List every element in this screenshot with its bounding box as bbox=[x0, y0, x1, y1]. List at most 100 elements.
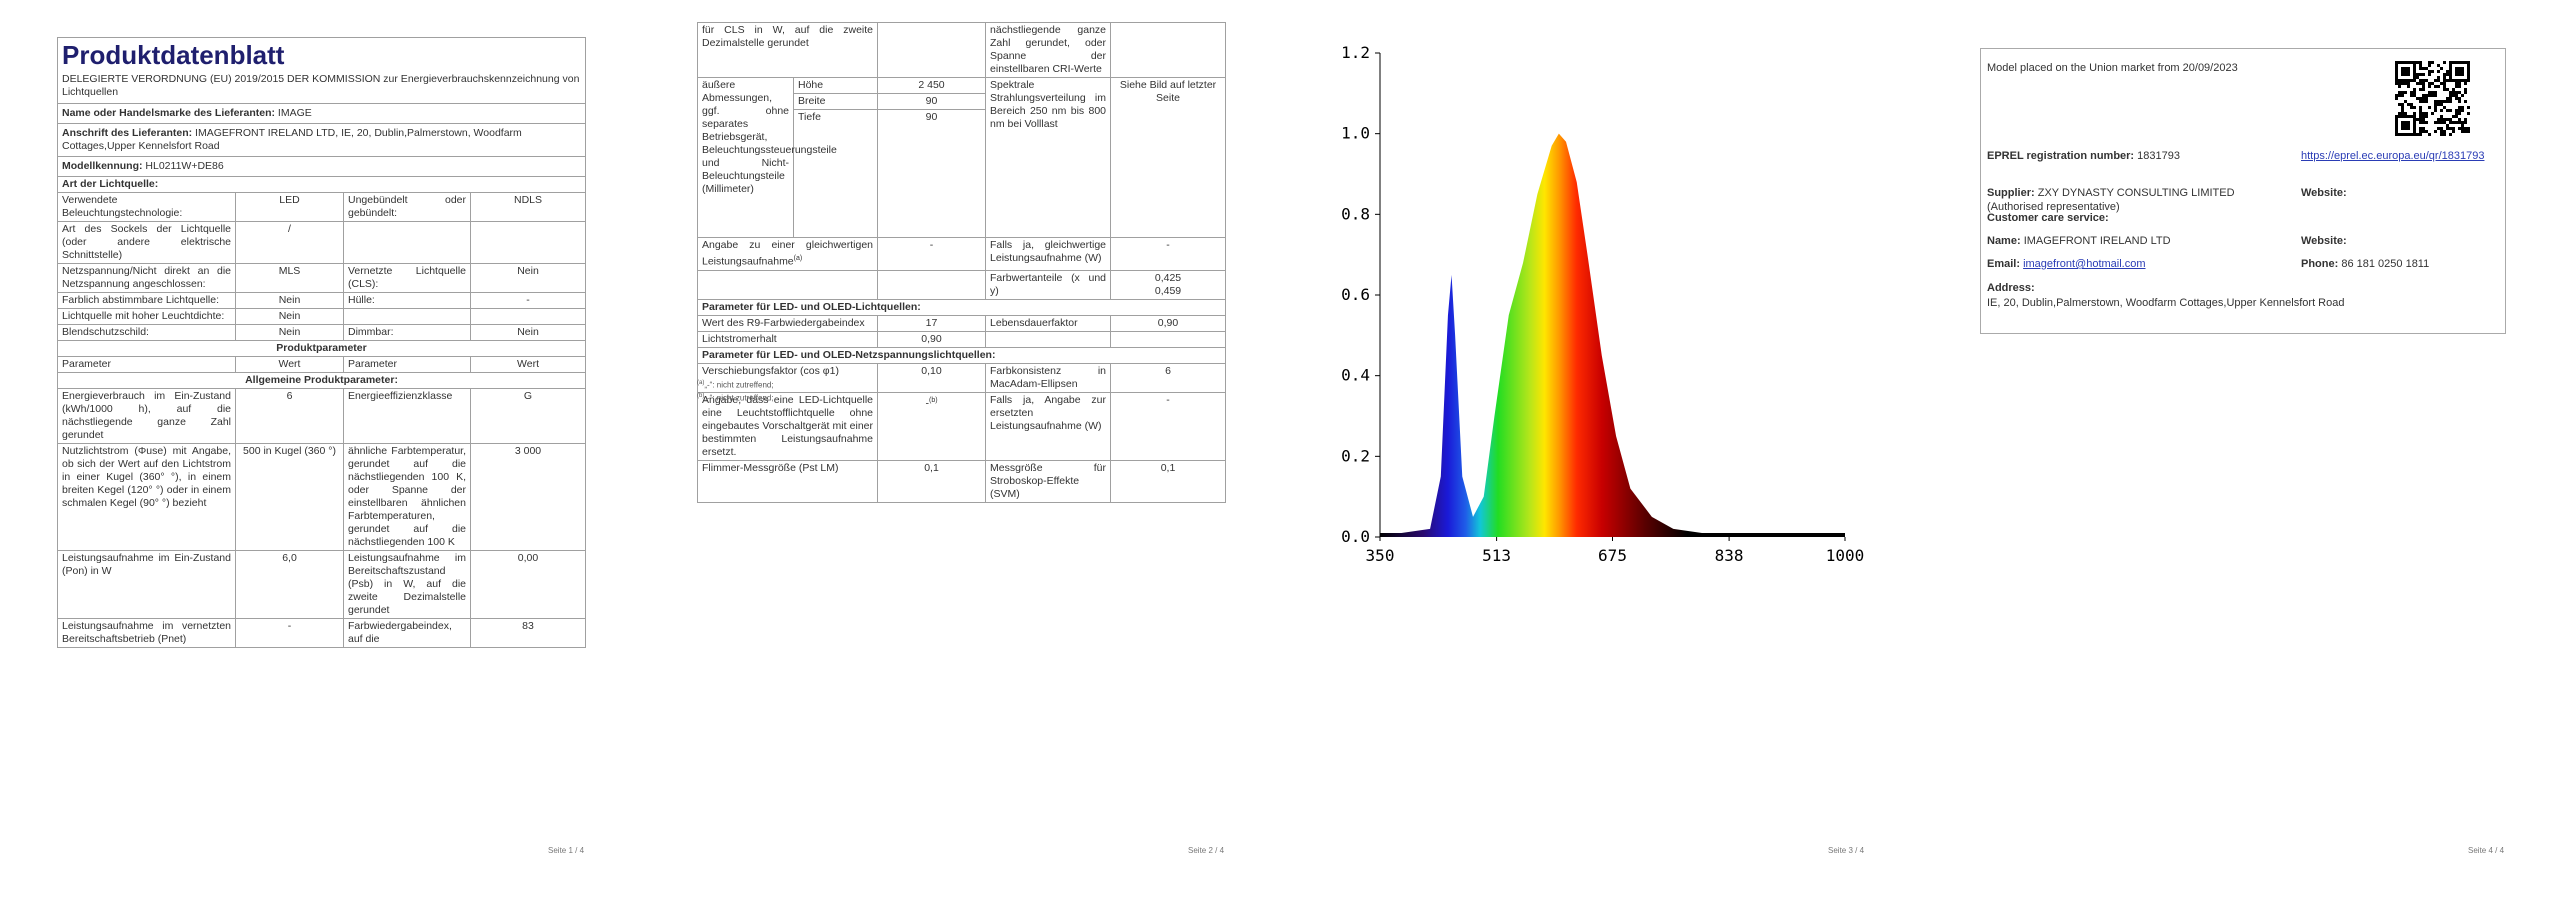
page: 0.0 0.2 0.4 0.6 0.8 1.0 1.2 350 513 675 838 1000 Se… bbox=[1280, 0, 1920, 905]
text: Wert des R9-Farbwiedergabeindex bbox=[702, 316, 865, 329]
cell: Messgröße für Stroboskop-Effekte (SVM) bbox=[985, 459, 1112, 503]
text: 0,1 bbox=[924, 461, 939, 474]
text: Lichtquelle mit hoher Leuchtdichte: bbox=[62, 310, 225, 322]
row: Anschrift des Lieferanten: IMAGEFRONT IR… bbox=[57, 123, 586, 157]
y-tick-label: 1.2 bbox=[1341, 43, 1370, 62]
cell: Parameter für LED- und OLED-Lichtquellen… bbox=[697, 298, 1226, 316]
text: 6,0 bbox=[282, 552, 297, 564]
x-tick-label: 350 bbox=[1366, 546, 1395, 565]
row: Leistungsaufnahme im Ein-Zustand (Pon) i… bbox=[57, 550, 586, 619]
page: Produktdatenblatt DELEGIERTE VERORDNUNG (… bbox=[0, 0, 640, 905]
cell: 0,1 bbox=[1110, 459, 1226, 503]
supplier: Supplier: ZXY DYNASTY CONSULTING LIMITED… bbox=[1987, 186, 2287, 214]
y-tick-label: 0.2 bbox=[1341, 446, 1370, 465]
cell: Energieeffizienzklasse bbox=[343, 388, 471, 444]
cell: - bbox=[235, 618, 344, 648]
row: Blendschutzschild: Nein Dimmbar: Nein bbox=[57, 324, 586, 341]
text: LED bbox=[279, 194, 300, 206]
text: Angabe, dass eine LED-Lichtquelle eine L… bbox=[702, 393, 874, 458]
cell: 90 bbox=[877, 109, 987, 238]
cell bbox=[1110, 22, 1226, 78]
text: Angabe zu einer gleichwertigen Leistungs… bbox=[702, 239, 874, 268]
text: Nutzlichtstrom (Φuse) mit Angabe, ob sic… bbox=[62, 445, 231, 509]
cell bbox=[877, 269, 987, 300]
row: Art der Lichtquelle: bbox=[57, 176, 586, 193]
cell: Nutzlichtstrom (Φuse) mit Angabe, ob sic… bbox=[57, 443, 236, 551]
text: - bbox=[1166, 239, 1170, 251]
value: IMAGE bbox=[277, 107, 312, 119]
text: Ungebündelt oder gebündelt: bbox=[348, 194, 466, 219]
cell: Allgemeine Produktparameter: bbox=[57, 372, 586, 389]
cell: Anschrift des Lieferanten: IMAGEFRONT IR… bbox=[57, 123, 586, 157]
heading: Art der Lichtquelle: bbox=[62, 178, 159, 190]
cell: MLS bbox=[235, 263, 344, 293]
qr-code bbox=[2395, 61, 2470, 136]
cell: Verwendete Beleuchtungstechnologie: bbox=[57, 192, 236, 222]
name: Name: IMAGEFRONT IRELAND LTD bbox=[1987, 234, 2287, 248]
cell: Nein bbox=[469, 324, 586, 341]
email-link[interactable]: imagefront@hotmail.com bbox=[2023, 258, 2146, 270]
eprel-link[interactable]: https://eprel.ec.europa.eu/qr/1831793 bbox=[2301, 150, 2485, 162]
text: 0,1 bbox=[1160, 461, 1176, 474]
cell: Tiefe bbox=[792, 109, 879, 238]
text: Falls ja, gleichwertige Leistungsaufnahm… bbox=[990, 239, 1107, 264]
page-footer: Seite 4 / 4 bbox=[2468, 846, 2505, 855]
website-label: Website: bbox=[2301, 187, 2347, 199]
text: Leistungsaufnahme im Bereitschaftszustan… bbox=[348, 552, 466, 616]
address-label: Address: bbox=[1987, 282, 2035, 294]
row: Angabe zu einer gleichwertigen Leistungs… bbox=[697, 237, 1226, 271]
page: für CLS in W, auf die zweite Dezimalstel… bbox=[640, 0, 1280, 905]
y-tick-label: 0.6 bbox=[1341, 285, 1370, 304]
placed-text: Model placed on the Union market from 20… bbox=[1987, 62, 2238, 74]
page-footer: Seite 1 / 4 bbox=[548, 846, 585, 855]
cell: Wert des R9-Farbwiedergabeindex bbox=[697, 314, 879, 332]
cell: Siehe Bild auf letzter Seite bbox=[1110, 77, 1226, 238]
value: IMAGEFRONT IRELAND LTD bbox=[2023, 235, 2171, 247]
text: Hülle: bbox=[348, 294, 375, 306]
text: nächstliegende ganze Zahl gerundet, oder… bbox=[990, 24, 1107, 75]
text: 0,10 bbox=[921, 364, 942, 377]
cell: 0,90 bbox=[1110, 314, 1226, 332]
cell: Produktdatenblatt DELEGIERTE VERORDNUNG (… bbox=[57, 37, 586, 104]
cell: Lichtquelle mit hoher Leuchtdichte: bbox=[57, 308, 236, 325]
page: Model placed on the Union market from 20… bbox=[1920, 0, 2560, 905]
x-tick-label: 675 bbox=[1598, 546, 1627, 565]
text: Nein bbox=[278, 326, 301, 338]
row: Leistungsaufnahme im vernetzten Bereitsc… bbox=[57, 618, 586, 648]
cell bbox=[1110, 330, 1226, 348]
cell: - bbox=[469, 292, 586, 309]
cell: Falls ja, gleichwertige Leistungsaufnahm… bbox=[985, 237, 1112, 271]
cell: Wert bbox=[469, 356, 586, 373]
cell: Netzspannung/Nicht direkt an die Netzspa… bbox=[57, 263, 236, 293]
row: Modellkennung: HL0211W+DE86 bbox=[57, 156, 586, 177]
row: Nutzlichtstrom (Φuse) mit Angabe, ob sic… bbox=[57, 443, 586, 551]
cell: Leistungsaufnahme im Ein-Zustand (Pon) i… bbox=[57, 550, 236, 619]
value: HL0211W+DE86 bbox=[145, 160, 224, 172]
row: Angabe, dass eine LED-Lichtquelle eine L… bbox=[697, 391, 1226, 461]
cell: 17 bbox=[877, 314, 987, 332]
cell: Farbkonsistenz in MacAdam-Ellipsen bbox=[985, 362, 1112, 393]
cell: NDLS bbox=[469, 192, 586, 222]
value: ZXY DYNASTY CONSULTING LIMITED (Authoris… bbox=[1987, 187, 2235, 213]
text: Farbwertanteile (x und y) bbox=[990, 271, 1107, 297]
label: Anschrift des Lieferanten: bbox=[62, 127, 193, 139]
cell bbox=[877, 22, 987, 78]
cell: 500 in Kugel (360 °) bbox=[235, 443, 344, 551]
cell: Parameter für LED- und OLED-Netzspannung… bbox=[697, 346, 1226, 364]
sheet: für CLS in W, auf die zweite Dezimalstel… bbox=[697, 22, 1226, 622]
care-label: Customer care service: bbox=[1987, 212, 2109, 224]
cell: Produktparameter bbox=[57, 340, 586, 357]
text: Nein bbox=[517, 265, 539, 277]
cell: 2 450 bbox=[877, 77, 987, 94]
page-footer: Seite 3 / 4 bbox=[1828, 846, 1865, 855]
row: Parameter für LED- und OLED-Netzspannung… bbox=[697, 346, 1226, 364]
text: NDLS bbox=[514, 194, 543, 206]
cell: 6 bbox=[235, 388, 344, 444]
label: Phone: bbox=[2301, 258, 2339, 270]
x-tick-label: 1000 bbox=[1826, 546, 1865, 565]
cell: für CLS in W, auf die zweite Dezimalstel… bbox=[697, 22, 879, 78]
row: Wert des R9-Farbwiedergabeindex 17 Lebensd… bbox=[697, 314, 1226, 332]
text: - bbox=[526, 294, 530, 306]
footnote-ref: (a) bbox=[793, 255, 803, 262]
